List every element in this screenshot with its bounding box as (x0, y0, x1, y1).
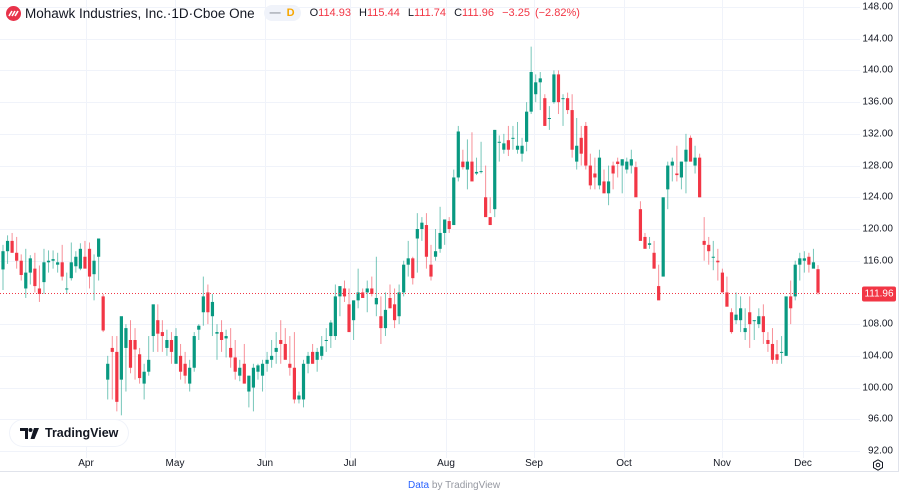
data-link[interactable]: Data (408, 480, 430, 491)
price-tick: 128.00 (862, 160, 893, 172)
chart-settings-icon[interactable] (872, 458, 884, 471)
low-label: L (407, 7, 414, 19)
price-tick: 140.00 (862, 64, 893, 76)
attribution-footer: Data by TradingView (408, 480, 500, 491)
attribution-text: by TradingView (429, 480, 501, 491)
time-tick: Sep (525, 458, 543, 469)
price-tick: 120.00 (862, 223, 893, 235)
separator: · (166, 5, 172, 21)
candlestick-canvas[interactable] (0, 0, 860, 458)
high-value: 115.44 (366, 7, 400, 19)
close-value: 111.96 (462, 7, 495, 19)
symbol-logo-icon (6, 5, 21, 21)
price-tick: 136.00 (862, 96, 893, 108)
price-tick: 96.00 (867, 413, 893, 425)
interval-label[interactable]: 1D (171, 5, 189, 21)
time-tick: Oct (616, 458, 632, 469)
price-tick: 108.00 (862, 318, 893, 330)
time-axis[interactable]: Apr May Jun Jul Aug Sep Oct Nov Dec (0, 458, 860, 472)
chart-frame: Mohawk Industries, Inc. · 1D · Cboe One … (0, 0, 899, 472)
close-label: C (454, 7, 463, 19)
time-tick: Nov (713, 458, 731, 469)
last-price-label: 111.96 (862, 286, 896, 301)
time-tick: Aug (437, 458, 455, 469)
price-tick: 124.00 (862, 191, 893, 203)
change-value: −3.25 (502, 7, 530, 19)
separator: · (188, 5, 194, 21)
change-percent: (−2.82%) (534, 7, 580, 19)
time-tick: Dec (794, 458, 812, 469)
symbol-name[interactable]: Mohawk Industries, Inc. (25, 5, 167, 21)
tradingview-watermark[interactable]: TradingView (10, 420, 129, 446)
time-tick: Apr (78, 458, 94, 469)
delayed-data-badge: D (286, 7, 295, 19)
price-tick: 100.00 (862, 382, 893, 394)
open-value: 114.93 (318, 7, 351, 19)
high-label: H (359, 7, 367, 19)
ohlc-values: O114.93 H115.44 L111.74 C111.96 −3.25 (−2… (310, 7, 585, 19)
candles (1, 46, 820, 416)
time-tick: Jul (343, 458, 357, 469)
chart-plot-area[interactable] (0, 0, 860, 458)
price-tick: 144.00 (862, 33, 893, 45)
price-axis[interactable]: 148.00 144.00 140.00 136.00 132.00 128.00 124.… (860, 0, 899, 458)
collapse-dash-icon: — (269, 7, 281, 19)
price-tick: 148.00 (862, 1, 893, 13)
time-tick: Jun (256, 458, 274, 469)
price-tick: 132.00 (862, 128, 893, 140)
price-tick: 92.00 (867, 445, 893, 457)
low-value: 111.74 (414, 7, 447, 19)
market-status-badge[interactable]: — D (263, 5, 301, 21)
price-tick: 116.00 (863, 255, 893, 267)
time-tick: May (165, 458, 185, 469)
price-tick: 104.00 (862, 350, 893, 362)
watermark-text: TradingView (45, 426, 119, 440)
exchange-label: Cboe One (193, 5, 255, 21)
open-label: O (309, 7, 319, 19)
tradingview-logo-icon (20, 427, 39, 439)
chart-legend-header: Mohawk Industries, Inc. · 1D · Cboe One … (6, 4, 585, 22)
